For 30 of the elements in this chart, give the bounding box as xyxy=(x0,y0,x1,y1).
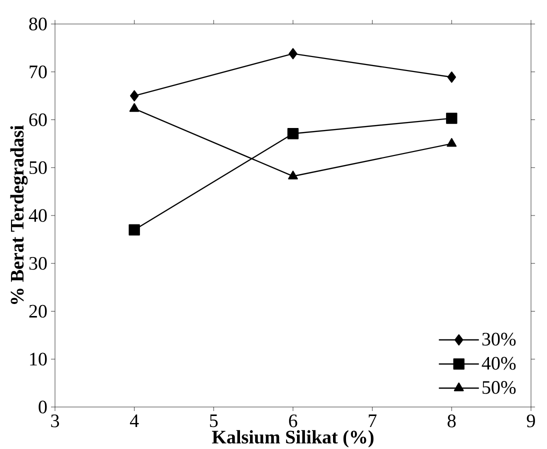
y-tick-label: 40 xyxy=(28,209,47,222)
y-tick-label: 30 xyxy=(29,256,47,270)
point xyxy=(287,128,299,140)
point xyxy=(129,103,140,112)
point xyxy=(288,48,298,60)
point xyxy=(288,170,298,180)
point xyxy=(130,90,139,102)
y-tick-label: 70 xyxy=(30,65,47,78)
x-tick-label: 4 xyxy=(130,414,139,428)
x-tick-label: 6 xyxy=(289,414,298,428)
y-tick-label: 0 xyxy=(38,400,47,414)
y-tick-label: 60 xyxy=(29,113,47,126)
x-axis-title: Kalsium Silikat (%) xyxy=(212,430,374,448)
y-tick-label: 80 xyxy=(29,18,47,30)
y-tick-label: 20 xyxy=(29,304,47,318)
legend-label: 40% xyxy=(482,356,516,370)
point xyxy=(447,72,456,83)
legend-label: 30% xyxy=(482,332,516,346)
x-tick-label: 7 xyxy=(368,414,377,427)
point xyxy=(446,138,457,147)
legend-label: 50% xyxy=(482,381,516,394)
point xyxy=(446,112,458,124)
y-tick-label: 10 xyxy=(30,352,47,366)
x-tick-label: 3 xyxy=(51,414,60,428)
y-axis-title: % Berat Terdegradasi xyxy=(10,125,28,304)
x-tick-label: 8 xyxy=(448,414,456,428)
x-tick-label: 5 xyxy=(210,414,218,428)
point xyxy=(128,224,140,236)
x-tick-label: 9 xyxy=(526,414,535,428)
y-tick-label: 50 xyxy=(30,161,47,174)
